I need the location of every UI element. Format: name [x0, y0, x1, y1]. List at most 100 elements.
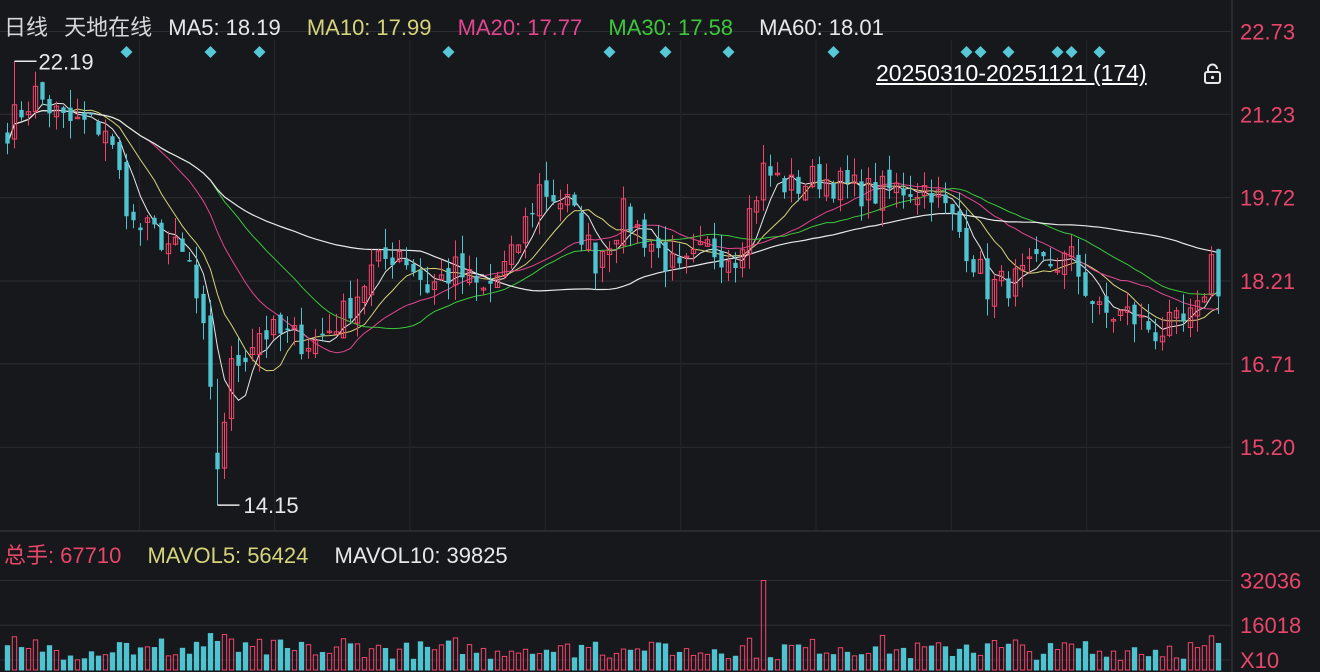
volume-bar: [1131, 647, 1138, 671]
candle-body: [585, 234, 592, 251]
volume-bar: [1110, 650, 1117, 671]
volume-bar: [1145, 656, 1152, 671]
volume-bar: [1124, 650, 1131, 671]
volume-bar: [648, 641, 655, 671]
candle-body: [823, 179, 830, 197]
candle-body: [348, 297, 353, 319]
candle-body: [788, 174, 795, 191]
candle-body: [929, 193, 934, 203]
volume-bar: [508, 650, 515, 671]
candle-body: [488, 280, 493, 284]
volume-bar: [788, 644, 795, 671]
candle-body: [669, 253, 676, 268]
volume-bar: [438, 644, 445, 671]
candle-body: [1019, 264, 1026, 271]
candle-body: [648, 243, 655, 252]
candle-body: [425, 284, 430, 293]
candle-body: [1012, 268, 1019, 297]
candle-body: [1153, 332, 1158, 342]
volume-bar: [942, 646, 949, 671]
volume-bar: [207, 633, 214, 671]
volume-bar: [977, 654, 984, 671]
volume-bar: [375, 644, 382, 671]
volume-bar: [144, 646, 151, 671]
volume-bar: [1047, 643, 1054, 671]
ma60-readout: MA60: 18.01: [759, 15, 884, 40]
volume-bar: [32, 639, 39, 671]
candle-body: [642, 219, 647, 248]
candle-body: [1166, 311, 1173, 336]
candle-body: [466, 269, 473, 284]
volume-bar: [1033, 659, 1040, 671]
volume-bar: [599, 654, 606, 671]
volume-bar: [361, 657, 368, 671]
candle-body: [515, 244, 522, 253]
volume-bar: [984, 643, 991, 671]
volume-header: 总手: 67710 MAVOL5: 56424 MAVOL10: 39825: [4, 538, 528, 570]
volume-bar: [102, 654, 109, 671]
volume-bar: [480, 647, 487, 671]
volume-bar: [368, 648, 375, 671]
volume-bar: [921, 646, 928, 671]
volume-bar: [781, 644, 788, 671]
volume-bar: [256, 638, 263, 671]
price-tick-label: 16.71: [1240, 352, 1295, 377]
volume-bar: [298, 641, 305, 671]
volume-bar: [270, 639, 277, 671]
volume-bar: [802, 647, 809, 671]
volume-bar: [1005, 643, 1012, 671]
candle-body: [557, 203, 564, 210]
event-marker-icon: [722, 46, 735, 58]
volume-bar: [494, 650, 501, 671]
volume-bar: [655, 642, 662, 671]
candle-body: [74, 116, 81, 120]
candle-body: [683, 255, 690, 259]
candle-body: [1159, 335, 1166, 343]
volume-bar: [893, 649, 900, 671]
candle-body: [964, 227, 969, 262]
volume-bar: [697, 652, 704, 671]
candle-body: [494, 275, 501, 288]
volume-bar: [865, 652, 872, 671]
volume-bar: [529, 653, 536, 671]
volume-bar: [543, 649, 550, 671]
volume-bar: [641, 650, 648, 671]
candle-body: [117, 142, 122, 171]
volume-bar: [620, 648, 627, 671]
volume-bar: [1089, 653, 1096, 671]
volume-bar: [711, 649, 718, 671]
candle-body: [312, 339, 319, 355]
volume-bar: [935, 642, 942, 671]
candle-body: [572, 194, 577, 206]
candle-body: [1054, 270, 1061, 273]
volume-bar: [886, 653, 893, 671]
event-marker-icon: [120, 46, 133, 58]
volume-bar: [25, 647, 32, 671]
candle-body: [1076, 254, 1081, 277]
candle-body: [725, 260, 732, 273]
volume-bar: [354, 643, 361, 671]
total-volume-readout: 总手: 67710: [4, 543, 122, 568]
candle-body: [320, 333, 325, 336]
ma10-readout: MA10: 17.99: [306, 15, 432, 40]
volume-bar: [515, 652, 522, 671]
candle-body: [1104, 296, 1109, 313]
candle-body: [1208, 254, 1215, 296]
volume-bar: [179, 647, 186, 671]
candle-body: [1026, 256, 1033, 259]
volume-bar: [186, 653, 193, 671]
volume-bar: [445, 640, 452, 671]
candle-body: [208, 315, 213, 387]
candle-body: [110, 136, 115, 145]
candle-body: [1041, 251, 1046, 257]
volume-bar: [1075, 648, 1082, 671]
candle-body: [620, 198, 627, 246]
candle-body: [802, 185, 809, 201]
date-range-label[interactable]: 20250310-20251121 (174): [876, 60, 1147, 86]
candle-body: [159, 222, 164, 250]
candle-body: [1034, 248, 1039, 255]
lock-icon[interactable]: [1202, 63, 1224, 90]
volume-bar: [606, 657, 613, 671]
candle-body: [1132, 304, 1137, 325]
